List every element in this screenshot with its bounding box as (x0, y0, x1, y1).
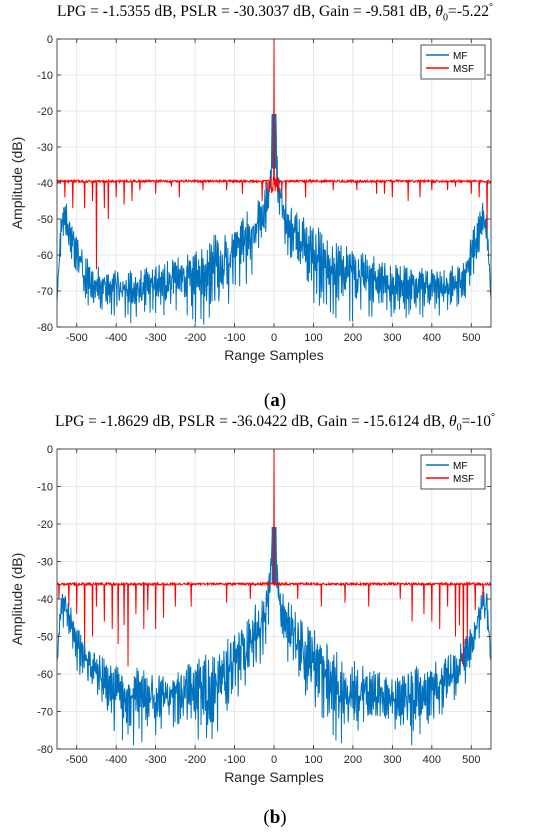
series-line-msf (57, 449, 491, 667)
x-tick-label: 400 (423, 754, 441, 766)
y-tick-label: -50 (37, 214, 53, 226)
chart-title-b: LPG = -1.8629 dB, PSLR = -36.0422 dB, Ga… (55, 412, 495, 434)
x-tick-label: -400 (105, 332, 127, 344)
y-tick-label: -80 (37, 322, 53, 334)
panel-a: LPG = -1.5355 dB, PSLR = -30.3037 dB, Ga… (0, 0, 550, 418)
chart-title-a: LPG = -1.5355 dB, PSLR = -30.3037 dB, Ga… (56, 2, 494, 24)
legend-label: MF (453, 51, 467, 62)
y-tick-label: -10 (37, 70, 53, 82)
y-tick-label: -40 (37, 178, 53, 190)
y-tick-label: -70 (37, 707, 53, 719)
x-tick-label: 100 (304, 332, 322, 344)
x-tick-label: 0 (271, 332, 277, 344)
x-tick-label: -300 (145, 332, 167, 344)
legend: MF MSF (420, 454, 486, 490)
y-tick-label: -60 (37, 669, 53, 681)
legend: MF MSF (420, 44, 486, 80)
legend-label: MSF (453, 474, 474, 485)
legend-label: MSF (453, 64, 474, 75)
y-axis-label: Amplitude (dB) (9, 137, 25, 230)
x-tick-label: -200 (184, 332, 206, 344)
chart-plot-b: -500 -400 -300 -200 -100 0 100 200 300 400 500 0 -10… (9, 444, 492, 785)
x-tick-label: -200 (184, 754, 206, 766)
x-tick-label: 100 (304, 754, 322, 766)
x-tick-label: 200 (344, 754, 362, 766)
series-line-msf (57, 39, 491, 270)
y-tick-label: -10 (37, 482, 53, 494)
x-tick-label: -300 (145, 754, 167, 766)
legend-label: MF (453, 461, 467, 472)
x-tick-label: -100 (224, 332, 246, 344)
x-tick-label: 500 (462, 332, 480, 344)
y-tick-label: -30 (37, 142, 53, 154)
x-axis-label: Range Samples (224, 347, 324, 363)
x-tick-label: 300 (383, 754, 401, 766)
x-tick-label: 300 (383, 332, 401, 344)
caption-b: (b) (263, 807, 287, 828)
legend-box (420, 454, 486, 490)
x-tick-label: -100 (224, 754, 246, 766)
x-tick-label: 200 (344, 332, 362, 344)
y-tick-label: -80 (37, 744, 53, 756)
legend-box (420, 44, 486, 80)
y-tick-label: -60 (37, 250, 53, 262)
caption-a: (a) (263, 390, 287, 411)
x-tick-label: -400 (105, 754, 127, 766)
y-tick-label: -50 (37, 632, 53, 644)
y-tick-label: -70 (37, 286, 53, 298)
x-tick-label: 400 (423, 332, 441, 344)
y-tick-label: -40 (37, 594, 53, 606)
x-axis-label: Range Samples (224, 769, 324, 785)
panel-b: LPG = -1.8629 dB, PSLR = -36.0422 dB, Ga… (0, 410, 550, 837)
chart-plot-a: -500 -400 -300 -200 -100 0 100 200 300 400 500 0 -10… (9, 34, 492, 363)
y-axis-label: Amplitude (dB) (9, 553, 25, 646)
y-tick-label: -20 (37, 106, 53, 118)
y-tick-label: 0 (47, 444, 53, 456)
y-tick-label: -20 (37, 519, 53, 531)
x-tick-label: 500 (462, 754, 480, 766)
y-tick-label: -30 (37, 557, 53, 569)
x-tick-label: 0 (271, 754, 277, 766)
x-tick-label: -500 (66, 754, 88, 766)
y-tick-label: 0 (47, 34, 53, 46)
x-tick-label: -500 (66, 332, 88, 344)
